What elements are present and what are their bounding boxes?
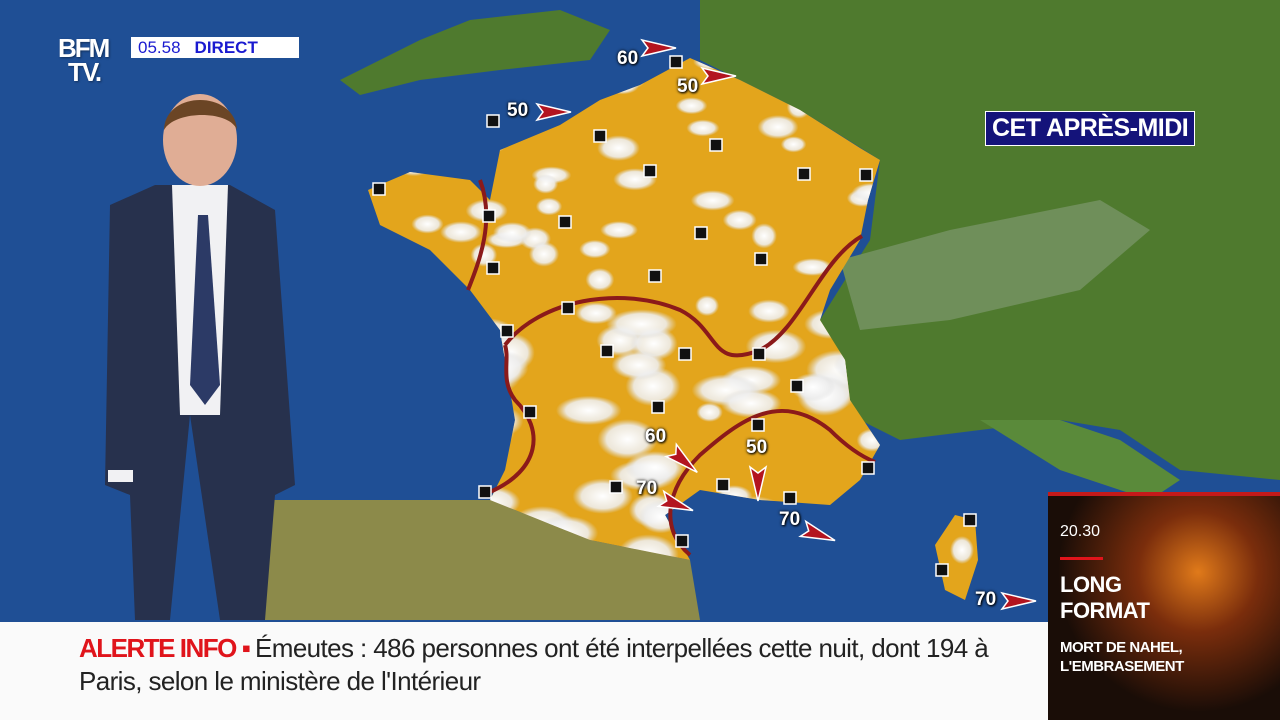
city-marker: [754, 252, 768, 266]
city-marker: [593, 129, 607, 143]
cloud: [600, 221, 638, 239]
city-marker: [523, 405, 537, 419]
city-marker: [600, 344, 614, 358]
cloud: [492, 222, 532, 243]
cloud: [585, 267, 615, 292]
wind-speed-label: 60: [645, 426, 667, 447]
cloud: [720, 388, 782, 418]
city-marker: [716, 478, 730, 492]
wind-speed-label: 50: [677, 76, 699, 97]
wind-arrow-icon: [700, 66, 737, 86]
city-marker: [478, 485, 492, 499]
city-marker: [790, 379, 804, 393]
cloud: [555, 395, 622, 426]
alert-label: ALERTE INFO: [79, 633, 237, 663]
city-marker: [797, 167, 811, 181]
city-marker: [675, 534, 689, 548]
wind-speed-label: 70: [779, 509, 801, 530]
cloud: [579, 239, 611, 259]
news-ticker: ALERTE INFO ▪ Émeutes : 486 personnes on…: [0, 622, 1050, 720]
city-marker: [859, 168, 873, 182]
city-marker: [609, 480, 623, 494]
bfmtv-logo: BFM TV.: [58, 33, 110, 87]
cloud: [757, 115, 799, 140]
live-badge: DIRECT: [194, 38, 258, 57]
cloud: [606, 309, 677, 339]
wind-speed-label: 50: [746, 437, 768, 458]
wind-speed-label: 70: [636, 478, 658, 499]
cloud: [533, 174, 559, 194]
cloud: [611, 350, 667, 380]
land-spain: [240, 500, 700, 620]
wind-arrow-icon: [656, 489, 694, 512]
city-marker: [694, 226, 708, 240]
city-marker: [651, 400, 665, 414]
promo-card[interactable]: 20.30 LONG FORMAT MORT DE NAHEL, L'EMBRASE…: [1048, 492, 1280, 720]
wind-arrow-icon: [798, 519, 836, 542]
city-marker: [783, 491, 797, 505]
city-marker: [935, 563, 949, 577]
cloud: [722, 209, 757, 231]
cloud: [751, 223, 777, 249]
wind-arrow-icon: [535, 102, 572, 122]
live-clock: 05.58 DIRECT: [131, 37, 299, 58]
wind-arrow-icon: [663, 442, 698, 473]
city-marker: [500, 324, 514, 338]
city-marker: [482, 209, 496, 223]
city-marker: [709, 138, 723, 152]
city-marker: [751, 418, 765, 432]
cloud: [686, 119, 720, 137]
promo-time: 20.30: [1060, 523, 1101, 540]
city-marker: [372, 182, 386, 196]
cloud: [675, 97, 708, 115]
city-marker: [486, 114, 500, 128]
front-line: [489, 344, 536, 494]
clock-time: 05.58: [138, 38, 181, 57]
city-marker: [648, 269, 662, 283]
promo-title: LONG FORMAT: [1060, 572, 1150, 623]
city-marker: [861, 461, 875, 475]
city-marker: [558, 215, 572, 229]
wind-speed-label: 70: [975, 589, 997, 610]
city-marker: [752, 347, 766, 361]
wind-speed-label: 50: [507, 100, 529, 121]
city-marker: [486, 261, 500, 275]
cloud: [695, 295, 720, 317]
city-marker: [678, 347, 692, 361]
corsica-cloud: [950, 536, 974, 564]
city-marker: [643, 164, 657, 178]
cloud: [690, 190, 735, 211]
cloud: [792, 258, 833, 276]
front-line: [668, 409, 876, 557]
city-marker: [561, 301, 575, 315]
wind-arrow-icon: [748, 465, 768, 502]
cloud: [597, 135, 640, 161]
cloud: [411, 214, 444, 234]
front-line: [466, 179, 489, 291]
cloud: [528, 241, 560, 267]
wind-speed-label: 60: [617, 48, 639, 69]
cloud: [780, 136, 807, 153]
cloud: [597, 419, 658, 460]
cloud: [440, 221, 482, 243]
map-title: CET APRÈS-MIDI: [985, 111, 1196, 146]
city-marker: [669, 55, 683, 69]
land-alps: [840, 200, 1150, 330]
land-uk: [340, 10, 610, 95]
wind-arrow-icon: [640, 38, 677, 58]
ticker-headline: Émeutes : 486 personnes ont été interpel…: [79, 633, 989, 696]
cloud: [696, 402, 723, 422]
cloud: [535, 197, 563, 216]
presenter: [105, 94, 295, 620]
city-marker: [963, 513, 977, 527]
promo-subtitle: MORT DE NAHEL, L'EMBRASEMENT: [1060, 639, 1184, 675]
wind-arrow-icon: [1000, 591, 1037, 611]
land-italy: [980, 420, 1180, 500]
cloud: [575, 302, 617, 325]
cloud: [748, 299, 790, 323]
